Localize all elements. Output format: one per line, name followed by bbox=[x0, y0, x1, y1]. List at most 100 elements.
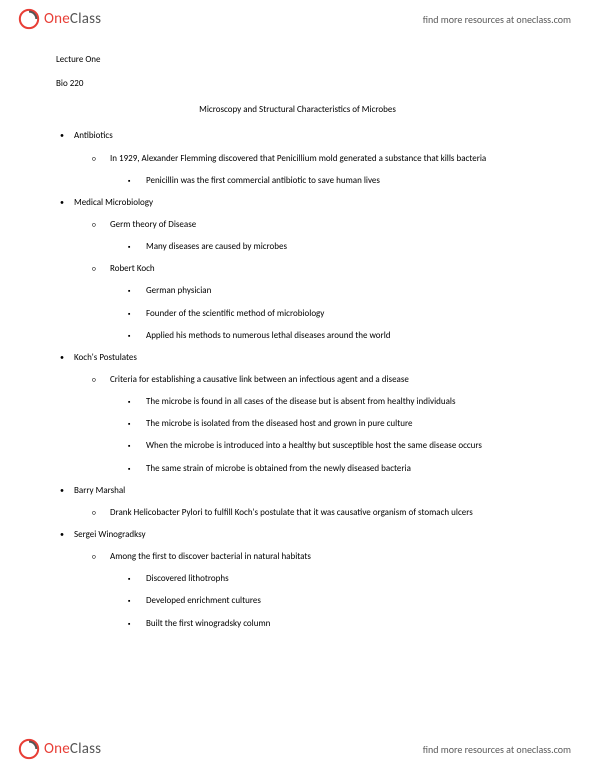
outline-item-row: ▪German physician bbox=[128, 285, 539, 297]
outline-item: ▪Developed enrichment cultures bbox=[128, 595, 539, 607]
brand-logo-footer: OneClass bbox=[18, 738, 101, 760]
outline-item-row: ▪The same strain of microbe is obtained … bbox=[128, 463, 539, 475]
outline-level-2: ○Among the first to discover bacterial i… bbox=[56, 551, 539, 630]
outline-item: ○Drank Helicobacter Pylori to fulfill Ko… bbox=[92, 507, 539, 519]
brand-one: One bbox=[44, 10, 70, 28]
bullet-icon: ▪ bbox=[128, 618, 146, 630]
outline-item-text: Founder of the scientific method of micr… bbox=[146, 308, 539, 320]
outline-item-row: ▪Many diseases are caused by microbes bbox=[128, 241, 539, 253]
outline-item: ▪Many diseases are caused by microbes bbox=[128, 241, 539, 253]
outline-item-text: The same strain of microbe is obtained f… bbox=[146, 463, 539, 475]
outline-root: •Antibiotics○In 1929, Alexander Flemming… bbox=[56, 130, 539, 629]
outline-item-row: ▪When the microbe is introduced into a h… bbox=[128, 440, 539, 452]
bullet-icon: ▪ bbox=[128, 285, 146, 297]
outline-item: ▪Discovered lithotrophs bbox=[128, 573, 539, 585]
outline-item: ▪German physician bbox=[128, 285, 539, 297]
outline-item: ○Criteria for establishing a causative l… bbox=[92, 374, 539, 475]
outline-item-row: •Barry Marshal bbox=[56, 485, 539, 497]
outline-item-row: ▪Discovered lithotrophs bbox=[128, 573, 539, 585]
outline-item: •Antibiotics ○In 1929, Alexander Flemming… bbox=[56, 130, 539, 186]
bullet-icon: ▪ bbox=[128, 463, 146, 475]
outline-item-row: •Koch's Postulates bbox=[56, 352, 539, 364]
page-header: OneClass find more resources at oneclass… bbox=[0, 0, 595, 36]
outline-item: ▪Built the first winogradsky column bbox=[128, 618, 539, 630]
outline-item: ○Germ theory of Disease ▪Many diseases ar… bbox=[92, 219, 539, 253]
footer-tagline[interactable]: find more resources at oneclass.com bbox=[423, 743, 571, 756]
bullet-icon: • bbox=[56, 130, 74, 142]
outline-item-row: ▪Penicillin was the first commercial ant… bbox=[128, 175, 539, 187]
header-tagline[interactable]: find more resources at oneclass.com bbox=[423, 13, 571, 26]
outline-item-text: Sergei Winogradksy bbox=[74, 529, 539, 541]
outline-item-row: ▪Built the first winogradsky column bbox=[128, 618, 539, 630]
bullet-icon: ○ bbox=[92, 551, 110, 563]
document-body: Lecture One Bio 220 Microscopy and Struc… bbox=[0, 36, 595, 630]
outline-item-text: Robert Koch bbox=[110, 263, 539, 275]
brand-one: One bbox=[44, 740, 70, 758]
outline-item-text: The microbe is isolated from the disease… bbox=[146, 418, 539, 430]
outline-item: ○Among the first to discover bacterial i… bbox=[92, 551, 539, 630]
bullet-icon: ▪ bbox=[128, 418, 146, 430]
outline-item-text: Antibiotics bbox=[74, 130, 539, 142]
outline-level-2: ○Drank Helicobacter Pylori to fulfill Ko… bbox=[56, 507, 539, 519]
bullet-icon: • bbox=[56, 197, 74, 209]
outline-item-row: ○Robert Koch bbox=[92, 263, 539, 275]
outline-item-row: ○In 1929, Alexander Flemming discovered … bbox=[92, 153, 539, 165]
outline-item-text: Penicillin was the first commercial anti… bbox=[146, 175, 539, 187]
bullet-icon: ○ bbox=[92, 374, 110, 386]
outline-item-text: The microbe is found in all cases of the… bbox=[146, 396, 539, 408]
outline-item-text: Among the first to discover bacterial in… bbox=[110, 551, 539, 563]
outline-item-row: ▪Applied his methods to numerous lethal … bbox=[128, 330, 539, 342]
outline-item-text: Built the first winogradsky column bbox=[146, 618, 539, 630]
bullet-icon: ○ bbox=[92, 219, 110, 231]
bullet-icon: • bbox=[56, 485, 74, 497]
bullet-icon: ○ bbox=[92, 263, 110, 275]
outline-item: ▪Founder of the scientific method of mic… bbox=[128, 308, 539, 320]
outline-item-row: •Sergei Winogradksy bbox=[56, 529, 539, 541]
oneclass-logo-icon bbox=[18, 8, 40, 30]
outline-item: •Sergei Winogradksy ○Among the first to d… bbox=[56, 529, 539, 630]
outline-item-text: Developed enrichment cultures bbox=[146, 595, 539, 607]
outline-item-row: ○Criteria for establishing a causative l… bbox=[92, 374, 539, 386]
bullet-icon: ▪ bbox=[128, 330, 146, 342]
bullet-icon: ▪ bbox=[128, 308, 146, 320]
document-title: Microscopy and Structural Characteristic… bbox=[56, 104, 539, 116]
oneclass-logo-icon bbox=[18, 738, 40, 760]
bullet-icon: ▪ bbox=[128, 595, 146, 607]
outline-item: •Barry Marshal ○Drank Helicobacter Pylori… bbox=[56, 485, 539, 519]
outline-item-row: ▪Developed enrichment cultures bbox=[128, 595, 539, 607]
outline-item-text: Discovered lithotrophs bbox=[146, 573, 539, 585]
brand-logo-text: OneClass bbox=[44, 10, 101, 28]
outline-item-text: Medical Microbiology bbox=[74, 197, 539, 209]
outline-item-text: Applied his methods to numerous lethal d… bbox=[146, 330, 539, 342]
lecture-label: Lecture One bbox=[56, 54, 539, 66]
outline-item: ▪The same strain of microbe is obtained … bbox=[128, 463, 539, 475]
outline-item-row: ○Among the first to discover bacterial i… bbox=[92, 551, 539, 563]
outline-item: ▪Penicillin was the first commercial ant… bbox=[128, 175, 539, 187]
outline-item-text: Criteria for establishing a causative li… bbox=[110, 374, 539, 386]
brand-class: Class bbox=[70, 740, 101, 758]
outline-item: ▪The microbe is isolated from the diseas… bbox=[128, 418, 539, 430]
outline-item: ▪Applied his methods to numerous lethal … bbox=[128, 330, 539, 342]
bullet-icon: • bbox=[56, 352, 74, 364]
page-footer: OneClass find more resources at oneclass… bbox=[0, 732, 595, 770]
outline-level-3: ▪Discovered lithotrophs▪Developed enrich… bbox=[92, 573, 539, 629]
outline-item-row: ○Drank Helicobacter Pylori to fulfill Ko… bbox=[92, 507, 539, 519]
outline-item-text: Koch's Postulates bbox=[74, 352, 539, 364]
outline-level-3: ▪The microbe is found in all cases of th… bbox=[92, 396, 539, 475]
outline-item-text: When the microbe is introduced into a he… bbox=[146, 440, 539, 452]
outline-item-row: ○Germ theory of Disease bbox=[92, 219, 539, 231]
outline-level-2: ○Germ theory of Disease ▪Many diseases ar… bbox=[56, 219, 539, 342]
bullet-icon: ▪ bbox=[128, 241, 146, 253]
outline-item: ○Robert Koch▪German physician▪Founder of… bbox=[92, 263, 539, 342]
bullet-icon: ▪ bbox=[128, 396, 146, 408]
brand-class: Class bbox=[70, 10, 101, 28]
bullet-icon: ▪ bbox=[128, 573, 146, 585]
brand-logo-text: OneClass bbox=[44, 740, 101, 758]
outline-level-2: ○In 1929, Alexander Flemming discovered … bbox=[56, 153, 539, 187]
outline-item-row: •Medical Microbiology bbox=[56, 197, 539, 209]
outline-level-3: ▪Penicillin was the first commercial ant… bbox=[92, 175, 539, 187]
bullet-icon: ○ bbox=[92, 153, 110, 165]
outline-item: ▪The microbe is found in all cases of th… bbox=[128, 396, 539, 408]
outline-level-3: ▪German physician▪Founder of the scienti… bbox=[92, 285, 539, 341]
bullet-icon: ▪ bbox=[128, 175, 146, 187]
